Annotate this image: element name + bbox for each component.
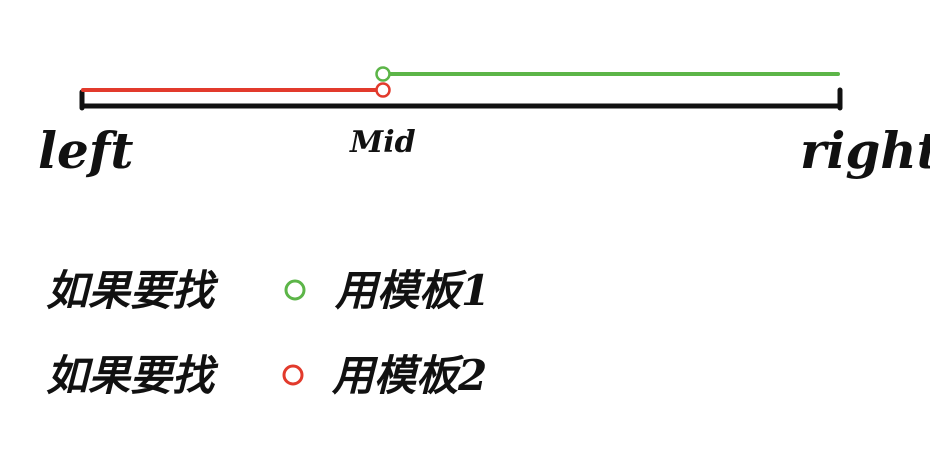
legend-row-2: 如果要找 用模板2 xyxy=(46,351,487,400)
legend-row-1: 如果要找 用模板1 xyxy=(46,266,490,315)
axis-left-label: left xyxy=(38,121,133,180)
range-template1-open-circle xyxy=(375,66,391,82)
legend-row-2-suffix: 用模板2 xyxy=(331,351,487,400)
legend-row-2-prefix: 如果要找 xyxy=(46,351,219,400)
legend-row-1-circle xyxy=(284,279,306,301)
legend-row-2-circle xyxy=(282,364,304,386)
axis-mid-label: Mid xyxy=(349,125,416,160)
range-template2-open-circle xyxy=(375,82,391,98)
axis xyxy=(79,87,843,111)
legend-row-1-suffix: 用模板1 xyxy=(334,266,490,315)
axis-right-label: right xyxy=(800,121,930,180)
legend-row-1-prefix: 如果要找 xyxy=(46,266,219,315)
range-template2 xyxy=(81,82,391,98)
range-template1 xyxy=(375,66,840,82)
